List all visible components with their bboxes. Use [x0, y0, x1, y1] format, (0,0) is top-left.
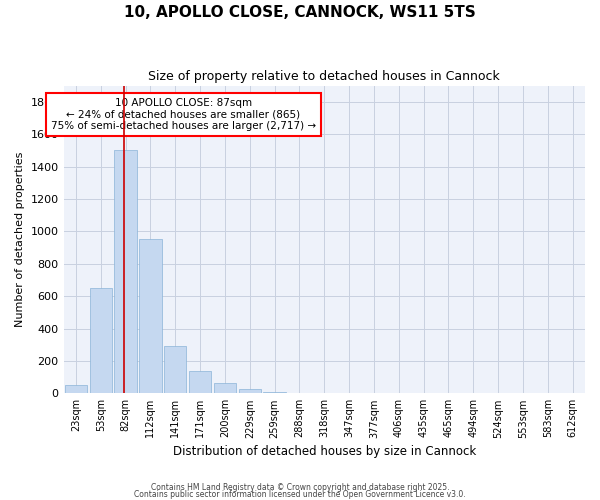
Title: Size of property relative to detached houses in Cannock: Size of property relative to detached ho… — [148, 70, 500, 83]
Bar — [164, 346, 187, 394]
X-axis label: Distribution of detached houses by size in Cannock: Distribution of detached houses by size … — [173, 444, 476, 458]
Text: 10 APOLLO CLOSE: 87sqm
← 24% of detached houses are smaller (865)
75% of semi-de: 10 APOLLO CLOSE: 87sqm ← 24% of detached… — [51, 98, 316, 131]
Bar — [65, 385, 87, 394]
Bar — [313, 392, 335, 394]
Text: Contains public sector information licensed under the Open Government Licence v3: Contains public sector information licen… — [134, 490, 466, 499]
Text: 10, APOLLO CLOSE, CANNOCK, WS11 5TS: 10, APOLLO CLOSE, CANNOCK, WS11 5TS — [124, 5, 476, 20]
Bar — [288, 392, 311, 394]
Bar — [89, 288, 112, 394]
Bar — [139, 240, 161, 394]
Bar — [363, 392, 385, 394]
Bar — [239, 390, 261, 394]
Y-axis label: Number of detached properties: Number of detached properties — [15, 152, 25, 327]
Bar — [263, 392, 286, 394]
Bar — [388, 392, 410, 394]
Bar — [189, 372, 211, 394]
Bar — [214, 383, 236, 394]
Bar — [338, 392, 360, 394]
Text: Contains HM Land Registry data © Crown copyright and database right 2025.: Contains HM Land Registry data © Crown c… — [151, 484, 449, 492]
Bar — [115, 150, 137, 394]
